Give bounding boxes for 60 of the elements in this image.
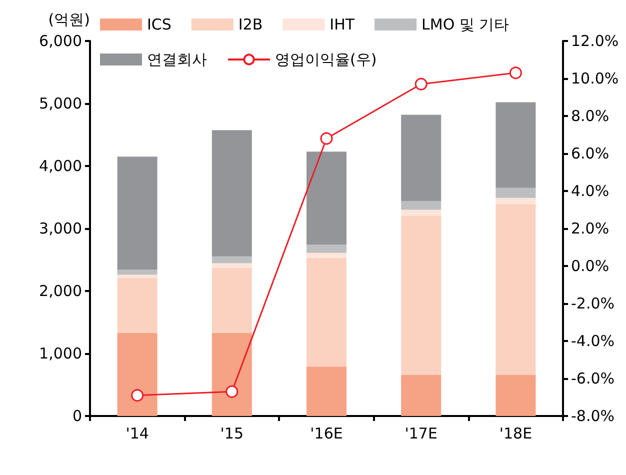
- y2-tick-label: 6.0%: [571, 144, 610, 162]
- bar: [401, 201, 442, 210]
- y-axis-title: (억원): [48, 10, 90, 28]
- point: [131, 389, 144, 402]
- bar: [117, 156, 158, 270]
- legend-label: ICS: [147, 16, 172, 34]
- x-tick-label: '18E: [499, 424, 532, 442]
- bar: [496, 188, 536, 198]
- bar: [306, 252, 346, 258]
- point: [226, 385, 238, 398]
- y-tick-label: 1,000: [39, 344, 82, 362]
- x-tick-label: '15: [220, 424, 244, 442]
- point: [414, 78, 428, 90]
- y2-tick-label: -4.0%: [571, 332, 615, 350]
- y2-tick-label: 4.0%: [571, 182, 610, 200]
- bar: [401, 210, 442, 216]
- bar: [496, 198, 536, 204]
- bar: [496, 204, 536, 375]
- y-tick-label: 5,000: [39, 94, 82, 112]
- x-tick-label: '14: [126, 424, 149, 442]
- bar: [117, 332, 158, 416]
- y2-tick-label: -2.0%: [571, 294, 615, 312]
- y2-tick-label: 10.0%: [571, 70, 619, 88]
- legend-label: LMO 및 기타: [422, 16, 510, 34]
- point: [509, 66, 522, 80]
- bar: [212, 263, 252, 268]
- bar: [401, 114, 442, 201]
- bar: [212, 256, 252, 264]
- bar: [117, 274, 158, 278]
- bar: [496, 102, 536, 188]
- bar: [306, 366, 346, 416]
- bar: [496, 374, 536, 416]
- bar: [117, 278, 158, 333]
- legend-label: 영업이익율(우): [275, 50, 377, 68]
- legend-label: 연결회사: [147, 50, 207, 68]
- legend-label: IHT: [330, 16, 356, 34]
- x-tick-label: '16E: [310, 424, 343, 442]
- y2-tick-label: 8.0%: [571, 107, 610, 125]
- bar: [306, 244, 346, 253]
- bar: [401, 216, 442, 375]
- y2-tick-label: 12.0%: [571, 32, 619, 50]
- bar: [306, 258, 346, 367]
- y-tick-label: 3,000: [39, 220, 82, 238]
- bar: [212, 268, 252, 333]
- y2-tick-label: 0.0%: [571, 257, 610, 275]
- x-tick-label: '17E: [404, 424, 438, 442]
- y-tick-label: 2,000: [39, 282, 82, 300]
- y-tick-label: 6,000: [39, 32, 82, 50]
- y2-tick-label: -8.0%: [571, 407, 615, 425]
- bar: [212, 130, 252, 256]
- y-tick-label: 0: [72, 407, 82, 425]
- bar: [117, 270, 158, 275]
- y2-tick-label: 2.0%: [571, 220, 610, 238]
- bar: [212, 332, 252, 416]
- point: [320, 132, 333, 145]
- bar: [306, 152, 346, 245]
- legend-label: I2B: [238, 16, 263, 34]
- bar: [401, 374, 442, 416]
- y2-tick-label: -6.0%: [571, 370, 615, 388]
- y-tick-label: 4,000: [39, 157, 82, 175]
